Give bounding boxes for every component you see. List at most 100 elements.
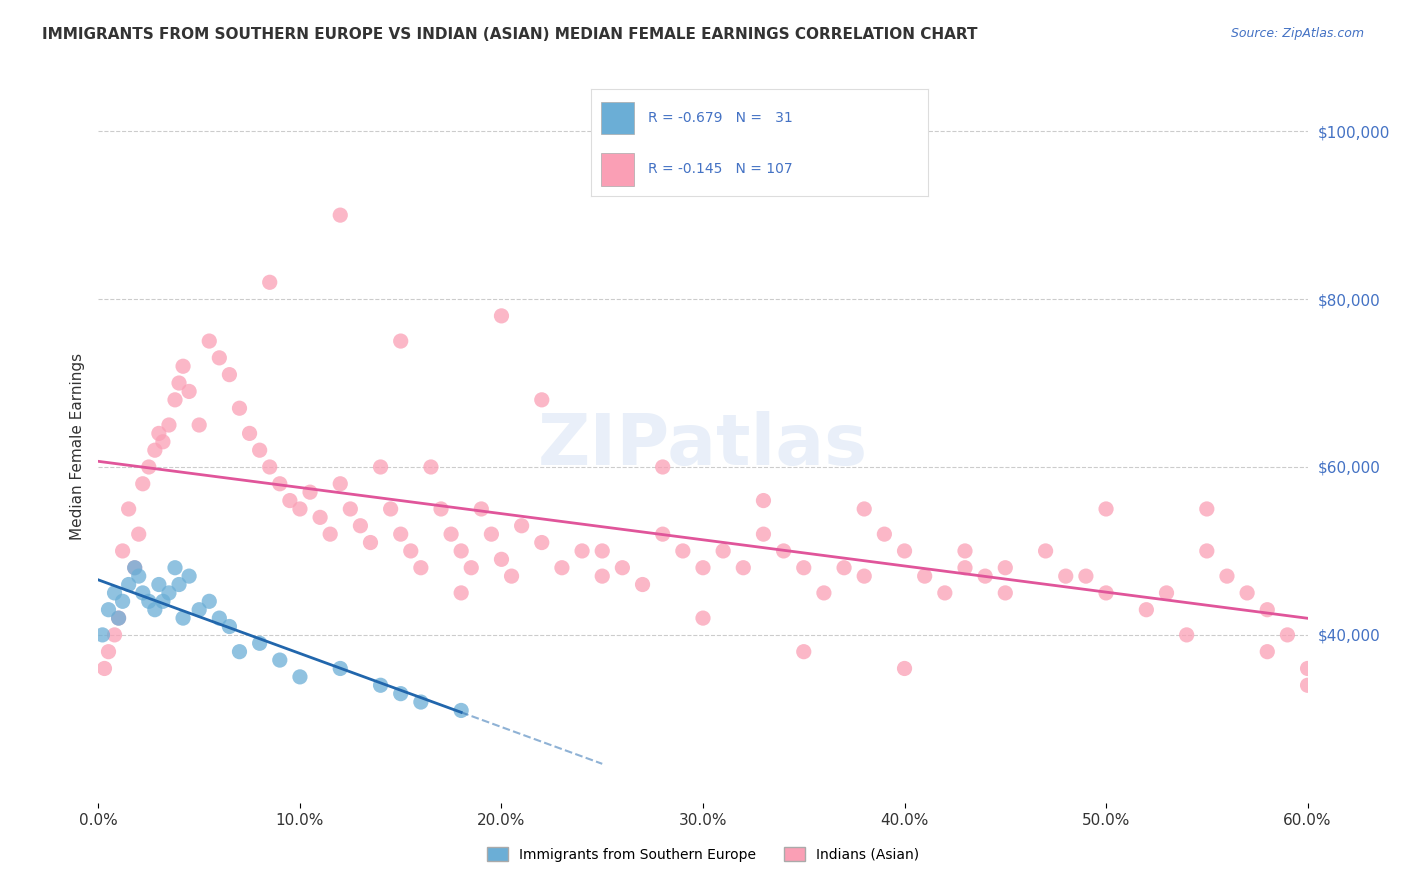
Point	[163, 560, 186, 574]
Point	[148, 426, 170, 441]
Point	[934, 586, 956, 600]
Text: R = -0.145   N = 107: R = -0.145 N = 107	[648, 162, 793, 177]
Point	[157, 586, 180, 600]
Point	[793, 645, 815, 659]
Point	[249, 636, 271, 650]
Point	[651, 460, 673, 475]
Point	[481, 527, 503, 541]
Point	[692, 611, 714, 625]
Text: ZIPatlas: ZIPatlas	[538, 411, 868, 481]
Point	[228, 645, 250, 659]
Point	[124, 560, 146, 574]
Point	[228, 401, 250, 416]
Point	[893, 544, 915, 558]
Point	[994, 586, 1017, 600]
Point	[118, 577, 141, 591]
Point	[440, 527, 463, 541]
Point	[914, 569, 936, 583]
Point	[853, 569, 876, 583]
Point	[111, 594, 134, 608]
Point	[1095, 586, 1118, 600]
Point	[118, 502, 141, 516]
Point	[1175, 628, 1198, 642]
Point	[329, 476, 352, 491]
Point	[329, 661, 352, 675]
Point	[470, 502, 492, 516]
Point	[692, 560, 714, 574]
Point	[269, 653, 291, 667]
Point	[491, 309, 513, 323]
Point	[893, 661, 915, 675]
Point	[389, 334, 412, 348]
Point	[111, 544, 134, 558]
FancyBboxPatch shape	[600, 153, 634, 186]
Point	[491, 552, 513, 566]
Point	[288, 670, 311, 684]
Point	[733, 560, 755, 574]
Point	[420, 460, 443, 475]
Point	[179, 569, 201, 583]
Point	[974, 569, 997, 583]
Point	[319, 527, 342, 541]
Point	[103, 586, 125, 600]
Point	[1035, 544, 1057, 558]
Point	[124, 560, 146, 574]
Point	[832, 560, 855, 574]
Point	[651, 527, 673, 541]
Point	[591, 569, 613, 583]
FancyBboxPatch shape	[600, 102, 634, 134]
Point	[370, 460, 392, 475]
Point	[128, 569, 150, 583]
Point	[1195, 544, 1218, 558]
Point	[143, 443, 166, 458]
Point	[132, 476, 155, 491]
Point	[107, 611, 129, 625]
Point	[1074, 569, 1097, 583]
Text: R = -0.679   N =   31: R = -0.679 N = 31	[648, 112, 793, 125]
Point	[1135, 603, 1157, 617]
Point	[208, 611, 231, 625]
Point	[172, 611, 194, 625]
Point	[1277, 628, 1299, 642]
Point	[380, 502, 402, 516]
Point	[571, 544, 593, 558]
Point	[530, 392, 553, 407]
Text: IMMIGRANTS FROM SOUTHERN EUROPE VS INDIAN (ASIAN) MEDIAN FEMALE EARNINGS CORRELA: IMMIGRANTS FROM SOUTHERN EUROPE VS INDIA…	[42, 27, 977, 42]
Point	[450, 703, 472, 717]
Point	[132, 586, 155, 600]
Point	[179, 384, 201, 399]
Point	[97, 603, 120, 617]
Point	[953, 560, 976, 574]
Point	[711, 544, 734, 558]
Point	[91, 628, 114, 642]
Point	[198, 334, 221, 348]
Point	[167, 577, 190, 591]
Point	[389, 687, 412, 701]
Point	[450, 544, 472, 558]
Point	[1054, 569, 1077, 583]
Point	[510, 518, 533, 533]
Point	[349, 518, 371, 533]
Point	[672, 544, 695, 558]
Point	[409, 695, 432, 709]
Point	[994, 560, 1017, 574]
Point	[218, 368, 240, 382]
Point	[1256, 645, 1278, 659]
Point	[450, 586, 472, 600]
Point	[259, 460, 281, 475]
Point	[360, 535, 382, 549]
Point	[167, 376, 190, 390]
Point	[208, 351, 231, 365]
Point	[138, 594, 160, 608]
Point	[143, 603, 166, 617]
Point	[752, 493, 775, 508]
Legend: Immigrants from Southern Europe, Indians (Asian): Immigrants from Southern Europe, Indians…	[481, 841, 925, 867]
Point	[309, 510, 332, 524]
Point	[399, 544, 422, 558]
Point	[148, 577, 170, 591]
Point	[97, 645, 120, 659]
Point	[278, 493, 301, 508]
Point	[288, 502, 311, 516]
Point	[551, 560, 574, 574]
Point	[103, 628, 125, 642]
